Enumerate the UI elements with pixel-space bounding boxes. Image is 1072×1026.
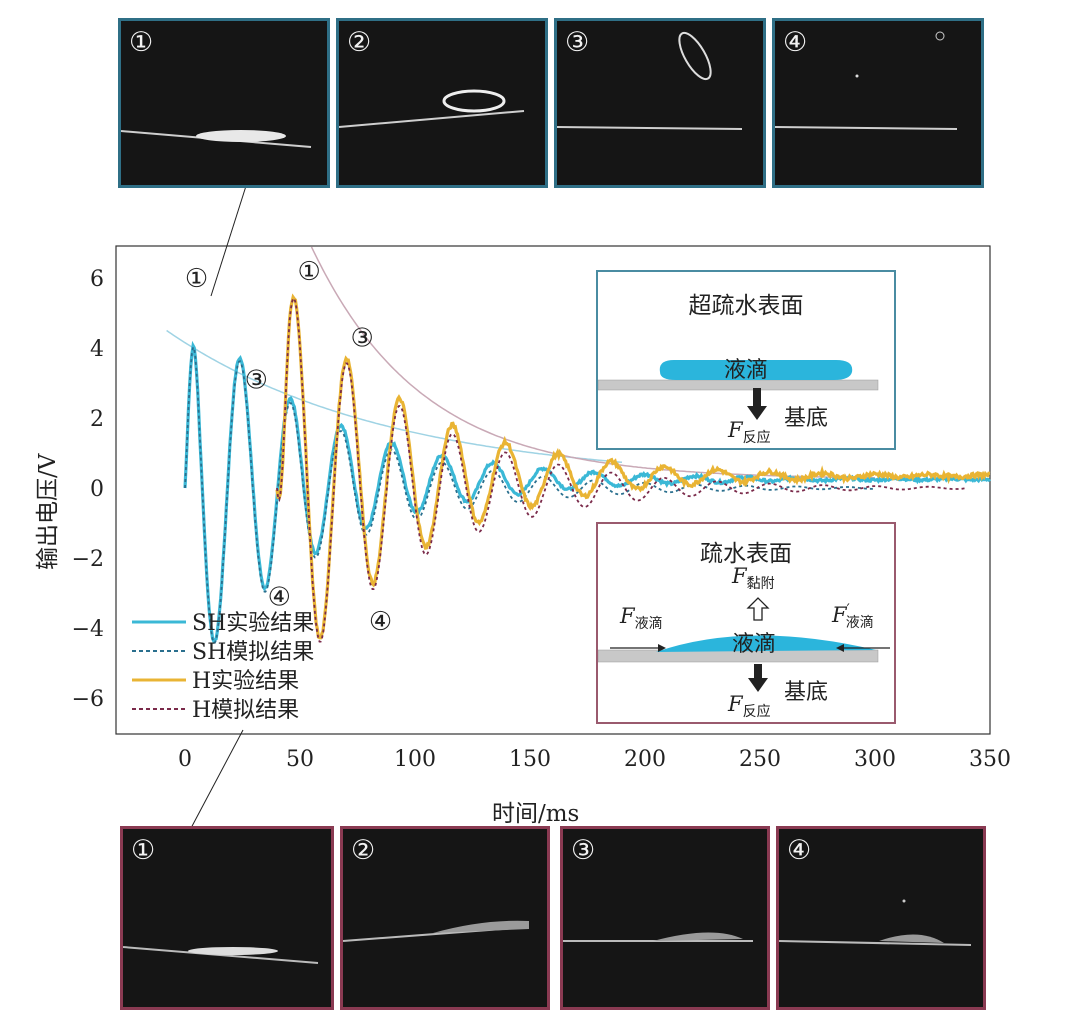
legend-label: SH模拟结果 (192, 640, 314, 665)
reaction-arrow-head (747, 406, 767, 420)
legend-label: SH实验结果 (192, 611, 314, 636)
x-tick-label: 350 (969, 747, 1011, 772)
series-line-1 (184, 345, 875, 644)
x-tick-label: 150 (509, 747, 551, 772)
y-tick-label: 4 (90, 337, 104, 362)
photo-label: ④ (783, 27, 808, 58)
photo-label: ② (347, 27, 372, 58)
series-line-2 (275, 293, 991, 640)
peak-annotation: ③ (245, 366, 268, 396)
photo-label: ② (351, 835, 376, 866)
force-subscript: 液滴 (845, 615, 874, 632)
peak-annotation: ③ (350, 324, 373, 354)
inset-hydrophobic: 疏水表面 F黏附 F液滴 F′液滴 液滴 基底 F反应 (596, 522, 896, 724)
photo-sh-4: ④ (772, 18, 984, 188)
connector-bottom (189, 729, 244, 831)
photo-label: ③ (565, 27, 590, 58)
force-adhesion: F黏附 (732, 564, 775, 593)
y-tick-label: −6 (72, 687, 104, 712)
force-subscript: 液滴 (634, 616, 663, 633)
y-tick-label: 6 (90, 267, 104, 292)
force-subscript: 反应 (742, 430, 771, 447)
peak-annotation: ④ (369, 607, 392, 637)
y-tick-label: −2 (72, 547, 104, 572)
plot-frame (115, 245, 991, 735)
x-tick-label: 200 (624, 747, 666, 772)
x-tick-label: 0 (178, 747, 192, 772)
legend: SH实验结果 SH模拟结果 H实验结果 H模拟结果 (132, 611, 314, 723)
photo-sh-1: ① (118, 18, 330, 188)
peak-annotation: ① (298, 257, 321, 287)
droplet (656, 635, 876, 652)
legend-label: H模拟结果 (192, 698, 299, 723)
substrate-label: 基底 (784, 406, 829, 431)
photo-label: ④ (787, 835, 812, 866)
x-tick-label: 250 (739, 747, 781, 772)
y-axis-title: 输出电压/V (35, 453, 61, 570)
peak-annotations: ① ③ ④ ① ③ ④ (185, 257, 392, 637)
x-axis-ticks: 0 50 100 150 200 250 300 350 (178, 747, 1011, 772)
connector-top (210, 185, 247, 297)
photo-label: ① (129, 27, 154, 58)
photo-label: ③ (571, 835, 596, 866)
force-reaction: F反应 (728, 692, 771, 721)
legend-label: H实验结果 (192, 669, 299, 694)
inset-superhydrophobic: 超疏水表面 液滴 基底 F反应 (596, 270, 896, 450)
y-tick-label: 0 (90, 477, 104, 502)
left-force-head (658, 644, 666, 652)
reaction-arrow-shaft (754, 664, 762, 680)
force-subscript: 反应 (742, 704, 771, 721)
force-symbol: F (832, 603, 847, 627)
y-axis-ticks: 6 4 2 0 −2 −4 −6 (72, 267, 104, 712)
force-drop-left: F液滴 (620, 604, 663, 633)
right-force-head (836, 644, 844, 652)
force-symbol: F (732, 564, 747, 588)
reaction-arrow-head (748, 678, 768, 692)
adhesion-arrow (746, 597, 770, 621)
force-symbol: F (620, 604, 635, 628)
photo-sh-3: ③ (554, 18, 766, 188)
photo-label: ① (131, 835, 156, 866)
force-subscript: 黏附 (746, 576, 775, 593)
droplet-label: 液滴 (724, 358, 769, 383)
peak-annotation: ④ (268, 583, 291, 613)
x-axis-title: 时间/ms (492, 801, 580, 827)
photo-h-2: ② (340, 826, 550, 1010)
force-reaction: F反应 (728, 418, 771, 447)
x-tick-label: 300 (854, 747, 896, 772)
force-symbol: F (728, 692, 743, 716)
force-drop-right: F′液滴 (832, 602, 874, 632)
force-prime: ′ (846, 602, 850, 618)
substrate-label: 基底 (784, 680, 829, 705)
force-symbol: F (728, 418, 743, 442)
x-tick-label: 50 (286, 747, 314, 772)
inset-title: 疏水表面 (700, 541, 792, 567)
photo-sh-2: ② (336, 18, 548, 188)
photo-h-4: ④ (776, 826, 986, 1010)
y-tick-label: −4 (72, 617, 104, 642)
peak-annotation: ① (185, 264, 208, 294)
x-tick-label: 100 (394, 747, 436, 772)
photo-h-1: ① (120, 826, 334, 1010)
droplet (659, 360, 853, 380)
reaction-arrow-shaft (753, 388, 761, 408)
inset-title: 超疏水表面 (688, 293, 804, 319)
y-tick-label: 2 (90, 407, 104, 432)
series-lines (183, 293, 991, 644)
photo-h-3: ③ (560, 826, 770, 1010)
droplet-label: 液滴 (732, 632, 777, 657)
